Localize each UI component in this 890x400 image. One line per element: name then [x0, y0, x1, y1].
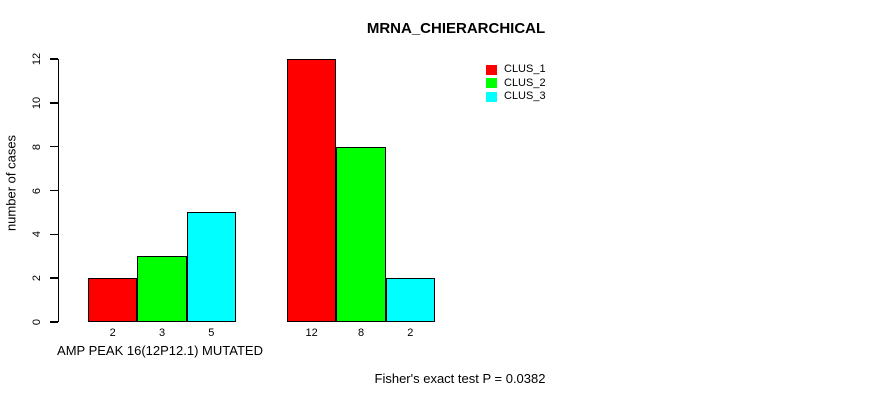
- y-tick-label: 12: [31, 52, 43, 66]
- bar-clus_3-group-1: [186, 212, 236, 322]
- y-tick-label: 4: [31, 231, 43, 238]
- y-tick: [50, 102, 58, 104]
- y-axis-label: number of cases: [3, 134, 19, 232]
- legend-label-clus-2: CLUS_2: [504, 76, 546, 89]
- legend-swatch-clus-1: [486, 64, 497, 75]
- y-tick: [50, 189, 58, 192]
- x-axis-group-label: AMP PEAK 16(12P12.1) MUTATED: [57, 343, 263, 358]
- bar-clus_2-group-2: [336, 146, 386, 322]
- legend: CLUS_1 CLUS_2 CLUS_3: [486, 63, 546, 104]
- y-tick-label: 6: [31, 187, 43, 194]
- y-tick-label: 10: [31, 96, 43, 109]
- bar-clus_1-group-1: [88, 278, 138, 322]
- legend-item-clus-3: CLUS_3: [486, 90, 546, 104]
- y-tick-label: 8: [31, 143, 43, 150]
- y-tick-label: 2: [31, 275, 43, 282]
- bar-value-label: 12: [305, 327, 318, 339]
- bar-value-label: 8: [357, 327, 365, 339]
- bar-value-label: 2: [109, 327, 116, 339]
- y-tick-label: 0: [31, 318, 43, 326]
- legend-swatch-clus-3: [486, 91, 497, 102]
- y-tick: [50, 277, 58, 279]
- y-tick: [50, 321, 58, 323]
- legend-item-clus-1: CLUS_1: [486, 63, 546, 77]
- chart-title: MRNA_CHIERARCHICAL: [366, 20, 546, 37]
- y-axis-line: [58, 59, 60, 322]
- bar-value-label: 3: [158, 327, 166, 339]
- fisher-test-annotation: Fisher's exact test P = 0.0382: [374, 371, 546, 386]
- legend-item-clus-2: CLUS_2: [486, 77, 546, 91]
- bar-value-label: 5: [208, 327, 215, 339]
- legend-label-clus-3: CLUS_3: [504, 90, 546, 103]
- legend-swatch-clus-2: [486, 78, 497, 89]
- bar-clus_1-group-2: [287, 59, 337, 322]
- y-tick: [50, 233, 58, 236]
- bar-value-label: 2: [407, 327, 414, 339]
- bar-clus_2-group-1: [137, 256, 187, 322]
- y-tick: [50, 58, 58, 60]
- bar-clus_3-group-2: [385, 278, 435, 322]
- legend-label-clus-1: CLUS_1: [504, 63, 546, 76]
- y-tick: [50, 145, 58, 148]
